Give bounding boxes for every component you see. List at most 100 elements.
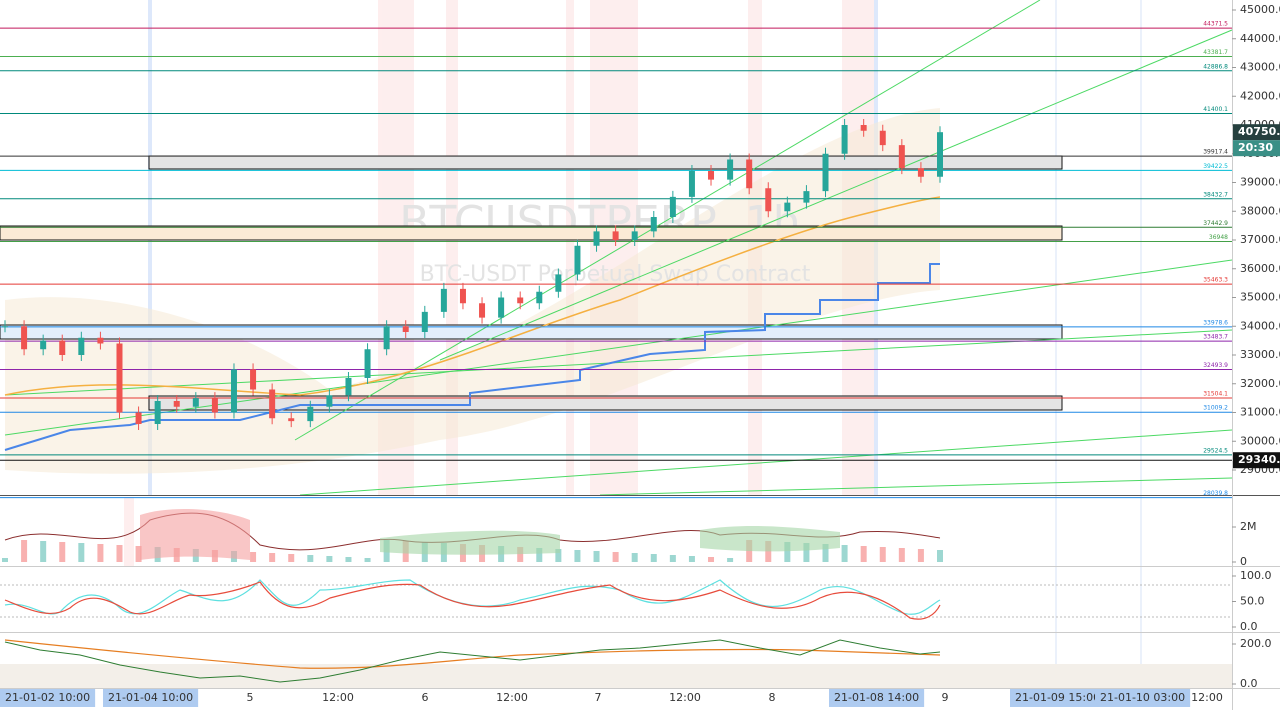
- stop-line: [4, 263, 940, 451]
- volume-bar: [784, 542, 791, 562]
- pane-tick-label: 0.0: [1240, 620, 1258, 633]
- level-label: 37442.9: [1203, 220, 1228, 227]
- candle-body: [708, 171, 715, 180]
- pane-tick-label: 200.0: [1240, 637, 1272, 650]
- volume-bar: [879, 547, 886, 562]
- moving-average: [4, 196, 941, 396]
- level-label: 39917.4: [1203, 149, 1228, 156]
- candle-body: [727, 159, 734, 180]
- volume-bar: [364, 558, 371, 562]
- candle-body: [173, 401, 180, 407]
- countdown: 20:30: [1238, 141, 1273, 154]
- time-label: 12:00: [1191, 691, 1223, 704]
- volume-bar: [917, 549, 924, 562]
- time-highlight-bg: [1010, 689, 1106, 707]
- candle-body: [498, 297, 505, 318]
- candle-body: [97, 337, 104, 344]
- candle-body: [688, 171, 695, 197]
- volume-bar: [307, 555, 314, 562]
- trend-lines: [4, 0, 1233, 496]
- candle-body: [116, 343, 123, 413]
- volume-bar: [326, 556, 333, 562]
- volume-bar: [536, 548, 543, 562]
- candle-body: [822, 153, 829, 192]
- candle-body: [383, 326, 390, 350]
- volume-bar: [135, 546, 142, 562]
- candle-body: [784, 202, 791, 212]
- candle-body: [2, 326, 8, 328]
- osc-pane: [0, 639, 1232, 688]
- price-tick-label: 35000.0: [1240, 291, 1280, 304]
- price-tick-label: 44000.0: [1240, 32, 1280, 45]
- level-label: 38432.7: [1203, 191, 1228, 198]
- candle-body: [269, 389, 276, 419]
- volume-band: [700, 526, 840, 552]
- volume-bar: [21, 540, 28, 562]
- volume-bar: [116, 545, 123, 562]
- candle-body: [898, 145, 905, 169]
- volume-bar: [288, 554, 295, 562]
- volume-bar: [517, 547, 524, 562]
- pane-tick-label: 2M: [1240, 520, 1257, 533]
- candle-body: [154, 401, 161, 424]
- candle-body: [765, 188, 772, 212]
- volume-bar: [269, 553, 276, 562]
- candle-body: [78, 337, 85, 355]
- level-label: 31504.1: [1203, 391, 1228, 398]
- stoch-pane: [0, 579, 1232, 620]
- price-tick-label: 34000.0: [1240, 319, 1280, 332]
- time-label: 6: [422, 691, 429, 704]
- candle-body: [593, 231, 600, 246]
- candle-body: [440, 288, 447, 312]
- volume-bar: [727, 558, 734, 562]
- marker-price-bg: [1233, 452, 1280, 469]
- candle-body: [135, 412, 142, 424]
- price-tick-label: 43000.0: [1240, 61, 1280, 74]
- watermark-description: BTC-USDT Perpetual Swap Contract: [420, 262, 811, 287]
- candle-body: [555, 274, 562, 292]
- candle-body: [21, 326, 28, 350]
- pane-tick-label: 50.0: [1240, 595, 1265, 608]
- time-label: 12:00: [322, 691, 354, 704]
- candle-body: [479, 303, 486, 318]
- candle-body: [192, 398, 199, 407]
- candle-body: [402, 326, 409, 332]
- time-label: 21-01-04 10:00: [108, 691, 193, 704]
- level-label: 33978.6: [1203, 319, 1228, 326]
- candle-body: [307, 406, 314, 422]
- volume-bar: [688, 556, 695, 562]
- volume-bar: [59, 542, 66, 562]
- volume-bar: [574, 550, 581, 562]
- volume-bar: [937, 550, 943, 562]
- volume-bar: [841, 545, 848, 562]
- candle-body: [631, 231, 638, 240]
- price-tick-label: 30000.0: [1240, 434, 1280, 447]
- volume-bar: [650, 554, 657, 562]
- candle-body: [250, 369, 257, 390]
- level-label: 43381.7: [1203, 49, 1228, 56]
- volume-bar: [345, 557, 352, 562]
- time-highlight-bg: [1095, 689, 1191, 707]
- candle-body: [917, 168, 924, 177]
- level-label: 31009.2: [1203, 405, 1228, 412]
- time-label: 21-01-09 15:00: [1015, 691, 1100, 704]
- candle-body: [746, 159, 753, 189]
- level-label: 36948: [1209, 234, 1228, 241]
- level-label: 29524.5: [1203, 447, 1228, 454]
- price-tick-label: 36000.0: [1240, 262, 1280, 275]
- axes: 44371.5 43381.7 42886.8 41400.1 39917.4 39422…: [0, 3, 1280, 707]
- volume-bar: [631, 553, 638, 562]
- level-label: 35463.3: [1203, 277, 1228, 284]
- time-label: 7: [595, 691, 602, 704]
- price-tick-label: 32000.0: [1240, 377, 1280, 390]
- candle-body: [40, 340, 47, 350]
- level-label: 44371.5: [1203, 21, 1228, 28]
- candle-body: [326, 395, 333, 407]
- price-tick-label: 33000.0: [1240, 348, 1280, 361]
- volume-bar: [78, 543, 85, 562]
- level-label: 41400.1: [1203, 106, 1228, 113]
- volume-bar: [97, 544, 104, 562]
- level-label: 42886.8: [1203, 63, 1228, 70]
- candle-body: [230, 369, 237, 413]
